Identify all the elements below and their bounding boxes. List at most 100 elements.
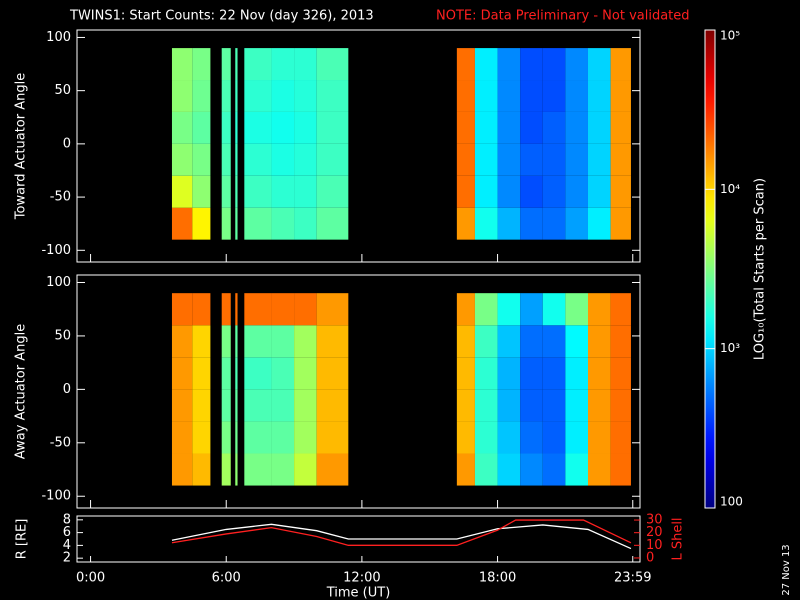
- colorbar-tick-label: 10⁵: [720, 29, 740, 43]
- y2-tick-label: 20: [646, 525, 663, 540]
- heat-cell: [221, 293, 231, 326]
- heat-cell: [192, 325, 211, 358]
- heat-cell: [294, 143, 317, 176]
- heat-cell: [271, 453, 295, 486]
- heat-cell: [520, 453, 543, 486]
- heat-cell: [171, 175, 193, 208]
- heat-cell: [520, 293, 543, 326]
- heat-cell: [497, 389, 521, 422]
- x-tick-label: 18:00: [479, 571, 516, 586]
- heat-cell: [587, 325, 611, 358]
- heat-cell: [244, 48, 272, 81]
- heat-cell: [456, 421, 475, 454]
- heat-cell: [542, 453, 566, 486]
- heat-cell: [520, 111, 543, 144]
- heat-cell: [192, 357, 211, 390]
- panel-frame: [76, 515, 641, 563]
- heat-cell: [294, 175, 317, 208]
- heat-cell: [221, 207, 231, 240]
- heat-cell: [542, 143, 566, 176]
- heat-cell: [610, 389, 631, 422]
- heat-cell: [294, 207, 317, 240]
- heat-cell: [542, 421, 566, 454]
- heat-cell: [520, 325, 543, 358]
- heat-cell: [610, 207, 631, 240]
- heat-cell: [520, 207, 543, 240]
- heat-cell: [192, 293, 211, 326]
- heat-cell: [610, 111, 631, 144]
- heat-cell: [520, 48, 543, 81]
- y-tick-label: -100: [41, 243, 71, 258]
- heat-cell: [542, 389, 566, 422]
- heat-cell: [271, 293, 295, 326]
- heat-cell: [221, 80, 231, 112]
- panel-frame: [76, 274, 641, 509]
- heat-cell: [565, 48, 588, 81]
- heat-cell: [271, 325, 295, 358]
- heat-cell: [587, 143, 611, 176]
- heat-cell: [171, 389, 193, 422]
- heat-cell: [542, 357, 566, 390]
- heat-cell: [192, 143, 211, 176]
- heat-cell: [474, 389, 498, 422]
- heat-cell: [294, 293, 317, 326]
- heat-cell: [520, 421, 543, 454]
- heat-cell: [235, 389, 238, 422]
- x-tick-label: 0:00: [76, 571, 105, 586]
- heat-cell: [171, 111, 193, 144]
- heat-cell: [456, 111, 475, 144]
- heat-cell: [474, 175, 498, 208]
- heat-cell: [294, 357, 317, 390]
- heat-cell: [542, 207, 566, 240]
- heat-cell: [294, 48, 317, 81]
- y-tick-label: 8: [63, 512, 71, 527]
- heat-cell: [316, 357, 349, 390]
- heat-cell: [542, 293, 566, 326]
- heat-cell: [610, 453, 631, 486]
- heat-cell: [244, 389, 272, 422]
- heat-cell: [565, 175, 588, 208]
- series-line: [171, 523, 632, 550]
- heat-cell: [474, 453, 498, 486]
- series-line: [171, 519, 632, 546]
- heat-cell: [565, 143, 588, 176]
- heat-cell: [316, 111, 349, 144]
- heat-cell: [221, 357, 231, 390]
- heat-cell: [565, 389, 588, 422]
- heat-cell: [171, 325, 193, 358]
- heat-cell: [587, 293, 611, 326]
- heat-cell: [520, 389, 543, 422]
- heat-cell: [316, 80, 349, 112]
- heat-cell: [192, 48, 211, 81]
- heat-cell: [587, 357, 611, 390]
- heat-cell: [171, 80, 193, 112]
- heat-cell: [271, 143, 295, 176]
- heat-cell: [294, 80, 317, 112]
- heat-cell: [192, 207, 211, 240]
- heat-cell: [316, 175, 349, 208]
- heat-cell: [271, 389, 295, 422]
- heat-cell: [316, 207, 349, 240]
- y-axis-label: Away Actuator Angle: [14, 324, 29, 459]
- heat-cell: [542, 175, 566, 208]
- heat-cell: [235, 325, 238, 358]
- x-axis-label: Time (UT): [326, 586, 391, 600]
- heat-cell: [610, 293, 631, 326]
- heat-cell: [456, 389, 475, 422]
- heat-cell: [244, 175, 272, 208]
- heat-cell: [192, 389, 211, 422]
- heat-cell: [235, 207, 238, 240]
- heat-cell: [565, 453, 588, 486]
- heat-cell: [244, 207, 272, 240]
- y-tick-label: 100: [46, 30, 71, 45]
- heat-cell: [542, 48, 566, 81]
- chart-note: NOTE: Data Preliminary - Not validated: [436, 9, 690, 24]
- heat-cell: [474, 80, 498, 112]
- heat-cell: [271, 48, 295, 81]
- x-tick-label: 6:00: [212, 571, 241, 586]
- heat-cell: [565, 421, 588, 454]
- heat-cell: [497, 207, 521, 240]
- heat-cell: [565, 207, 588, 240]
- heat-cell: [474, 143, 498, 176]
- heat-cell: [474, 357, 498, 390]
